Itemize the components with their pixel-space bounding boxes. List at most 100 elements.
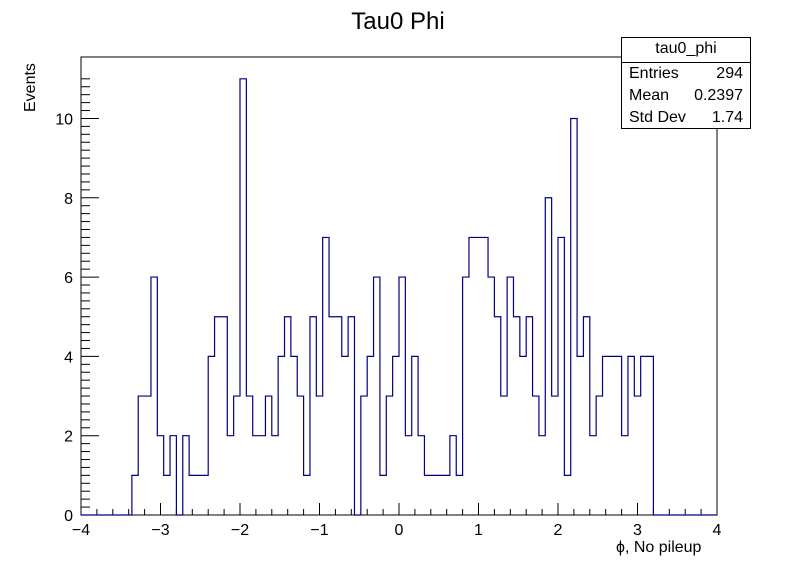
histogram-bin <box>278 356 284 515</box>
histogram-bin <box>208 356 214 515</box>
histogram-bin <box>145 396 151 515</box>
histogram-bin <box>641 356 647 515</box>
histogram-bin <box>571 118 577 515</box>
y-axis: 0 2 4 6 8 10 <box>55 78 99 525</box>
y-tick-label: 8 <box>64 191 73 208</box>
histogram-bin <box>583 317 589 515</box>
histogram-bin <box>475 237 481 515</box>
histogram-bin <box>316 396 322 515</box>
stats-value: 1.74 <box>711 109 743 126</box>
y-tick-label: 2 <box>64 429 73 446</box>
histogram-bin <box>609 356 615 515</box>
histogram-bin <box>361 396 367 515</box>
x-tick-label: −3 <box>151 522 169 539</box>
histogram-bin <box>202 475 208 515</box>
histogram-bin <box>501 396 507 515</box>
histogram-bin <box>291 356 297 515</box>
histogram-bin <box>634 396 640 515</box>
histogram-bin <box>558 237 564 515</box>
x-tick-label: −2 <box>231 522 249 539</box>
histogram-bin <box>215 317 221 515</box>
histogram-bin <box>132 475 138 515</box>
histogram-bin <box>221 317 227 515</box>
histogram-bin <box>335 317 341 515</box>
y-tick-label: 4 <box>64 349 73 366</box>
histogram-bin <box>513 317 519 515</box>
histogram-bin <box>297 396 303 515</box>
x-tick-label: 0 <box>395 522 404 539</box>
histogram-bin <box>170 436 176 515</box>
histogram-bin <box>418 436 424 515</box>
x-tick-label: −1 <box>310 522 328 539</box>
y-tick-label: 10 <box>55 111 73 128</box>
histogram-bin <box>234 396 240 515</box>
histogram-bin <box>469 237 475 515</box>
histogram-bin <box>615 356 621 515</box>
histogram-bin <box>323 237 329 515</box>
histogram-bin <box>424 475 430 515</box>
histogram-bin <box>628 356 634 515</box>
histogram-bin <box>603 356 609 515</box>
histogram-bin <box>545 198 551 515</box>
histogram-bin <box>227 436 233 515</box>
histogram-bin <box>348 317 354 515</box>
histogram-bin <box>488 277 494 515</box>
histogram-bin <box>342 356 348 515</box>
histogram-bin <box>412 356 418 515</box>
histogram-bin <box>367 356 373 515</box>
y-tick-label: 0 <box>64 508 73 525</box>
histogram-bin <box>304 475 310 515</box>
stats-value: 0.2397 <box>694 87 743 104</box>
stats-label: Std Dev <box>629 109 686 126</box>
histogram-bin <box>246 396 252 515</box>
stats-box-title: tau0_phi <box>622 38 750 63</box>
x-tick-label: 4 <box>713 522 722 539</box>
histogram-bin <box>526 317 532 515</box>
histogram-bin <box>259 436 265 515</box>
stats-label: Entries <box>629 65 679 82</box>
stats-row-mean: Mean 0.2397 <box>622 85 750 107</box>
histogram-bin <box>539 436 545 515</box>
histogram-bin <box>533 396 539 515</box>
histogram-bins <box>132 79 654 515</box>
histogram-bin <box>590 436 596 515</box>
stats-row-entries: Entries 294 <box>622 63 750 85</box>
histogram-bin <box>195 475 201 515</box>
histogram-bin <box>507 277 513 515</box>
histogram-bin <box>393 356 399 515</box>
histogram-bin <box>596 396 602 515</box>
histogram-bin <box>285 317 291 515</box>
histogram-bin <box>164 475 170 515</box>
histogram-bin <box>564 475 570 515</box>
histogram-bin <box>520 356 526 515</box>
histogram-bin <box>450 436 456 515</box>
histogram-bin <box>374 277 380 515</box>
histogram-bin <box>622 436 628 515</box>
histogram-bin <box>456 475 462 515</box>
histogram-bin <box>183 436 189 515</box>
histogram-bin <box>138 396 144 515</box>
histogram-bin <box>552 396 558 515</box>
histogram-bin <box>437 475 443 515</box>
histogram-bin <box>463 277 469 515</box>
x-tick-label: 3 <box>633 522 642 539</box>
histogram-bin <box>386 396 392 515</box>
histogram-bin <box>431 475 437 515</box>
histogram-bin <box>329 317 335 515</box>
x-tick-label: 1 <box>474 522 483 539</box>
histogram-bin <box>647 356 653 515</box>
histogram-bin <box>494 317 500 515</box>
x-tick-label: −4 <box>72 522 90 539</box>
x-tick-label: 2 <box>554 522 563 539</box>
stats-value: 294 <box>716 65 743 82</box>
histogram-bin <box>482 237 488 515</box>
histogram-bin <box>272 436 278 515</box>
histogram-bin <box>577 356 583 515</box>
x-axis: −4 −3 −2 −1 0 1 2 3 4 <box>72 503 722 539</box>
chart-title: Tau0 Phi <box>351 8 445 35</box>
histogram-bin <box>310 317 316 515</box>
stats-label: Mean <box>629 87 670 104</box>
histogram-bin <box>399 277 405 515</box>
y-axis-label: Events <box>22 63 39 112</box>
